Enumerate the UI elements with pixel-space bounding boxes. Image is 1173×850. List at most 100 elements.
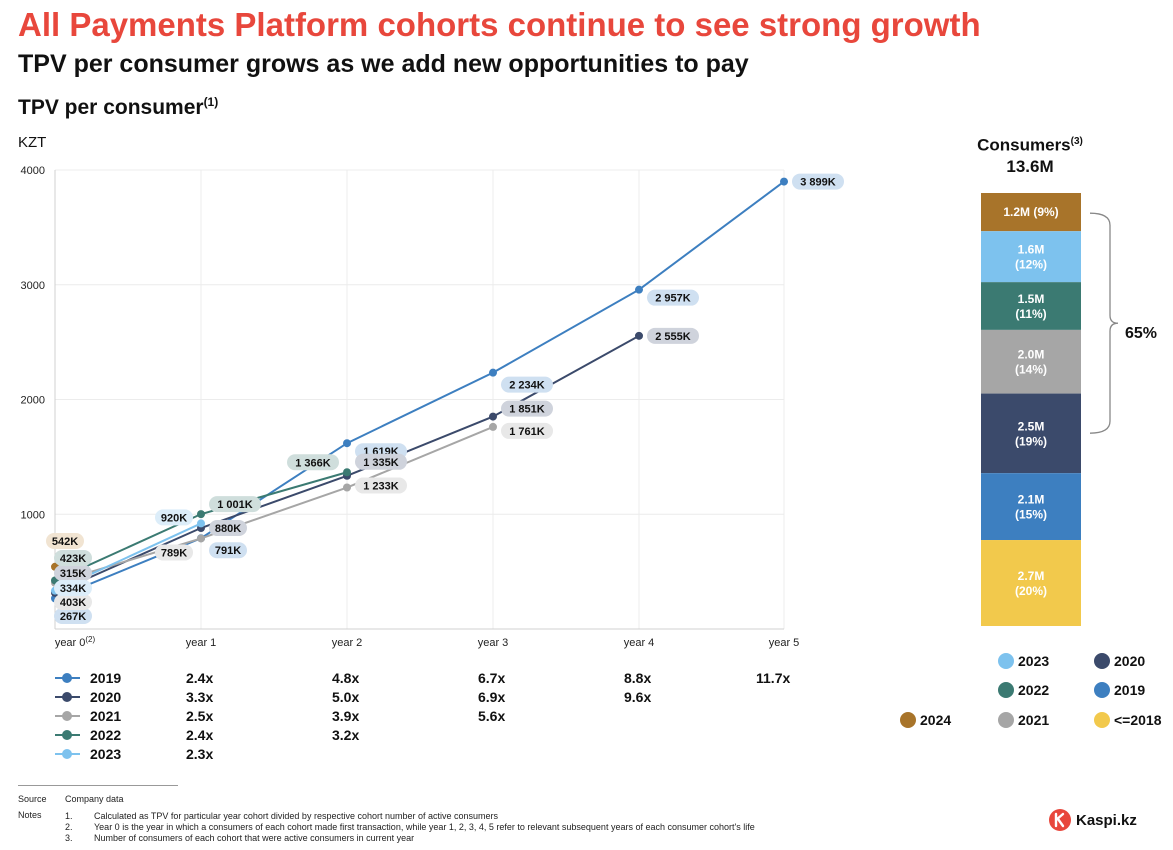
cohort-legend-label: 2022 — [1018, 682, 1049, 698]
cohort-legend-label: 2023 — [1018, 653, 1049, 669]
note-text: Number of consumers of each cohort that … — [94, 833, 415, 843]
legend-marker-2022 — [62, 730, 72, 740]
data-label: 1 001K — [217, 499, 253, 511]
bar-segment-2024 — [981, 193, 1081, 232]
consumers-heading: Consumers(3) 13.6M — [955, 131, 1105, 177]
legend-name: 2020 — [90, 689, 121, 705]
segment-share: (14%) — [1015, 363, 1047, 377]
legend-name: 2019 — [90, 670, 121, 686]
bar-segment-2022 — [981, 282, 1081, 330]
data-label: 2 957K — [655, 293, 691, 305]
legend-swatch-2024 — [900, 712, 916, 728]
segment-share: (12%) — [1015, 258, 1047, 272]
x-tick-label: year 1 — [186, 637, 217, 649]
segment-share: (19%) — [1015, 434, 1047, 448]
legend-swatch-2020 — [1094, 653, 1110, 669]
data-label-bg — [209, 542, 247, 559]
legend-marker-2020 — [62, 692, 72, 702]
data-label-bg — [54, 608, 92, 624]
multiple-value: 3.3x — [186, 689, 213, 705]
chart-heading: TPV per consumer(1) — [18, 95, 218, 120]
multiple-value: 2.4x — [186, 727, 213, 743]
legend-swatch-2023 — [998, 653, 1014, 669]
data-point-2019 — [635, 285, 643, 294]
data-label-bg — [501, 376, 553, 393]
note-text: Year 0 is the year in which a consumers … — [94, 822, 755, 832]
data-point-2020 — [635, 331, 643, 340]
legend-name: 2021 — [90, 708, 121, 724]
data-label: 791K — [215, 545, 241, 557]
note-number: 3. — [65, 833, 73, 843]
bracket-icon — [1089, 212, 1119, 434]
bracket-percentage: 65% — [1125, 325, 1158, 342]
data-label-bg — [155, 509, 193, 526]
x-tick-label: year 0(2) — [55, 635, 96, 649]
cohort-legend-label: 2020 — [1114, 653, 1145, 669]
multiple-value: 5.0x — [332, 689, 359, 705]
data-label: 3 899K — [800, 177, 836, 189]
bar-segment-<=2018 — [981, 540, 1081, 626]
data-label-bg — [54, 565, 92, 581]
notes-label: Notes — [18, 810, 42, 820]
x-tick-label: year 3 — [478, 637, 509, 649]
data-label: 542K — [52, 536, 78, 548]
data-label: 2 234K — [509, 380, 545, 392]
data-label: 1 233K — [363, 481, 399, 493]
data-label-bg — [792, 173, 844, 190]
segment-share: (15%) — [1015, 508, 1047, 522]
multiple-value: 3.9x — [332, 708, 359, 724]
x-tick-label: year 2 — [332, 637, 363, 649]
bar-segment-2020 — [981, 393, 1081, 474]
data-label-bg — [209, 520, 247, 537]
multiple-value: 2.3x — [186, 746, 213, 762]
data-label: 2 555K — [655, 331, 691, 343]
consumers-total: 13.6M — [1006, 156, 1054, 176]
data-label: 1 851K — [509, 404, 545, 416]
data-label-bg — [155, 544, 193, 561]
series-line-2021 — [54, 426, 494, 584]
data-label: 267K — [60, 611, 86, 623]
data-point-2019 — [489, 368, 497, 377]
data-label-bg — [501, 400, 553, 417]
data-point-2020 — [489, 412, 497, 421]
legend-marker-2019 — [62, 673, 72, 683]
bar-segment-2023 — [981, 231, 1081, 283]
multiple-value: 6.9x — [478, 689, 505, 705]
data-label-bg — [46, 533, 84, 549]
multiple-value: 11.7x — [756, 670, 790, 686]
data-label-bg — [355, 453, 407, 470]
consumers-heading-text: Consumers — [977, 135, 1071, 155]
data-point-2023 — [197, 519, 205, 528]
segment-value: 2.1M — [1018, 493, 1045, 507]
data-label: 423K — [60, 553, 86, 565]
legend-marker-2021 — [62, 711, 72, 721]
kaspi-logo-text: Kaspi.kz — [1076, 812, 1137, 829]
multiple-value: 9.6x — [624, 689, 651, 705]
footer-divider — [18, 785, 178, 786]
data-label: 920K — [161, 512, 187, 524]
x-tick-label: year 4 — [624, 637, 655, 649]
multiple-value: 2.4x — [186, 670, 213, 686]
multiple-value: 4.8x — [332, 670, 359, 686]
legend-marker-2023 — [62, 749, 72, 759]
data-label-bg — [209, 496, 261, 513]
chart-heading-footnote: (1) — [203, 95, 219, 109]
data-point-2019 — [343, 439, 351, 448]
y-tick-label: 4000 — [21, 165, 45, 177]
data-label: 880K — [215, 523, 241, 535]
data-label-bg — [647, 327, 699, 344]
legend-swatch-2022 — [998, 682, 1014, 698]
kaspi-logo-icon — [1049, 809, 1071, 831]
chart-heading-text: TPV per consumer — [18, 96, 204, 119]
data-label: 403K — [60, 597, 86, 609]
y-tick-label: 2000 — [21, 395, 45, 407]
multiple-value: 2.5x — [186, 708, 213, 724]
source-label: Source — [18, 794, 47, 804]
data-label-bg — [287, 454, 339, 471]
bar-segment-2021 — [981, 329, 1081, 394]
data-point-2021 — [343, 483, 351, 492]
page-title: All Payments Platform cohorts continue t… — [18, 6, 981, 43]
note-text: Calculated as TPV for particular year co… — [94, 811, 499, 821]
source-text: Company data — [65, 794, 124, 804]
legend-swatch-2019 — [1094, 682, 1110, 698]
